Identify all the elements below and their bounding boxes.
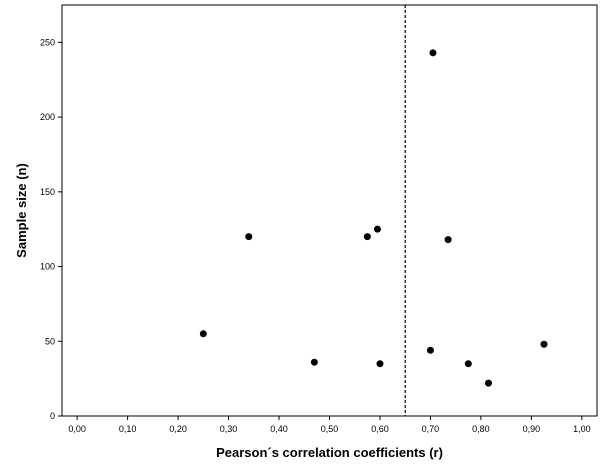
data-point (310, 358, 318, 366)
y-tick-label: 100 (40, 262, 55, 272)
x-tick-label: 0,30 (220, 424, 238, 434)
data-point (484, 379, 492, 387)
data-point (540, 340, 548, 348)
x-tick-label: 1,00 (573, 424, 591, 434)
y-axis-title: Sample size (n) (14, 163, 29, 258)
y-axis: 0 50 100 150 200 250 (40, 37, 62, 421)
x-tick-label: 0,00 (68, 424, 86, 434)
data-point (199, 330, 207, 338)
x-tick-label: 0,90 (523, 424, 541, 434)
data-point (464, 360, 472, 368)
x-tick-label: 0,20 (169, 424, 187, 434)
x-tick-label: 0,70 (422, 424, 440, 434)
data-point (444, 236, 452, 244)
x-tick-label: 0,60 (371, 424, 389, 434)
data-point (426, 346, 434, 354)
y-tick-label: 250 (40, 37, 55, 47)
data-point (376, 360, 384, 368)
y-tick-label: 150 (40, 187, 55, 197)
data-point (363, 233, 371, 241)
plot-frame (61, 4, 598, 417)
y-tick-label: 0 (50, 411, 55, 421)
x-axis-title: Pearson´s correlation coefficients (r) (216, 445, 443, 460)
x-tick-label: 0,40 (270, 424, 288, 434)
data-points (199, 49, 548, 387)
data-point (245, 233, 253, 241)
y-tick-label: 200 (40, 112, 55, 122)
y-tick-label: 50 (45, 336, 55, 346)
data-point (373, 225, 381, 233)
x-tick-label: 0,80 (472, 424, 490, 434)
x-tick-label: 0,10 (119, 424, 137, 434)
x-tick-label: 0,50 (321, 424, 339, 434)
data-point (429, 49, 437, 57)
x-axis: 0,00 0,10 0,20 0,30 0,40 0,50 0,60 0,70 0,80 0,90… (68, 416, 591, 434)
